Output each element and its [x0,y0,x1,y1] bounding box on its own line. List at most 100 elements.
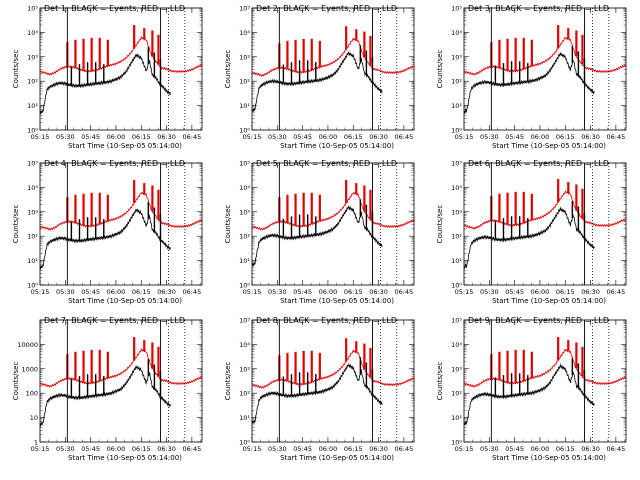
panel-det-6: Det 6: BLACK = Events, RED = LLD 10⁰ 10¹ 10… [436,159,627,305]
x-axis-label: Start Time (10-Sep-05 05:14:00) [280,297,394,305]
events-series-line [464,51,595,115]
x-tick-label: 06:45 [607,133,626,141]
plot-area [464,320,626,442]
x-tick-label: 06:15 [344,133,363,141]
y-axis-label: Counts/sec [12,205,20,244]
panel-det-8: Det 8: BLACK = Events, RED = LLD 10⁰ 10¹ 10… [224,316,415,462]
x-tick-label: 06:00 [107,288,126,296]
panel-title: Det 7: BLACK = Events, RED = LLD [44,316,185,325]
y-tick-label: 10 [30,414,38,422]
x-axis-label: Start Time (10-Sep-05 05:14:00) [68,297,182,305]
y-tick-label: 10² [239,233,250,241]
y-axis-label: Counts/sec [12,50,20,89]
x-tick-label: 06:00 [531,445,550,453]
panel-title: Det 6: BLACK = Events, RED = LLD [468,159,609,168]
x-tick-label: 06:45 [183,133,202,141]
plot-area [40,320,202,442]
plot-frame [39,7,203,131]
x-tick-label: 05:30 [56,133,75,141]
y-tick-label: 10² [451,233,462,241]
x-tick-label: 06:15 [556,288,575,296]
panel-title: Det 5: BLACK = Events, RED = LLD [256,159,397,168]
x-tick-label: 06:30 [369,133,388,141]
y-tick-label: 10¹ [27,257,38,265]
y-tick-label: 10⁵ [451,317,462,325]
y-tick-label: 10⁴ [451,184,462,192]
y-tick-label: 10⁵ [27,5,38,13]
x-tick-label: 06:30 [157,288,176,296]
panel-title: Det 4: BLACK = Events, RED = LLD [44,159,185,168]
y-tick-label: 10³ [27,53,38,61]
x-tick-label: 06:30 [581,288,600,296]
x-tick-label: 06:00 [319,445,338,453]
x-tick-label: 06:15 [132,445,151,453]
events-series-line [40,52,171,115]
x-tick-label: 06:30 [369,288,388,296]
y-tick-label: 10³ [27,208,38,216]
x-tick-label: 06:15 [344,288,363,296]
lld-series-line [464,36,626,76]
x-axis-label: Start Time (10-Sep-05 05:14:00) [492,454,606,462]
panel-title: Det 2: BLACK = Events, RED = LLD [256,4,397,13]
y-tick-label: 10⁰ [27,127,38,135]
x-tick-label: 05:45 [293,445,312,453]
x-tick-label: 05:30 [480,133,499,141]
panel-det-7: Det 7: BLACK = Events, RED = LLD 1 10 100 10… [12,316,203,462]
y-tick-label: 10⁵ [239,160,250,168]
y-tick-label: 100 [26,390,38,398]
panel-det-4: Det 4: BLACK = Events, RED = LLD 10⁰ 10¹ 10… [12,159,203,305]
x-tick-label: 05:30 [268,288,287,296]
lld-series-line [464,349,626,388]
x-tick-label: 05:45 [505,445,524,453]
plot-frame [463,319,627,443]
y-tick-label: 10² [239,78,250,86]
y-tick-label: 10² [451,390,462,398]
y-tick-label: 10¹ [27,102,38,110]
panel-det-3: Det 3: BLACK = Events, RED = LLD 10⁰ 10¹ 10… [436,4,627,150]
x-tick-label: 06:00 [319,288,338,296]
plot-area [252,8,414,130]
x-tick-label: 05:45 [505,288,524,296]
x-axis-label: Start Time (10-Sep-05 05:14:00) [280,142,394,150]
lld-series-line [40,35,202,76]
x-tick-label: 06:45 [183,445,202,453]
y-axis-label: Counts/sec [436,362,444,401]
x-tick-label: 06:15 [132,288,151,296]
y-axis-label: Counts/sec [224,50,232,89]
x-tick-label: 06:00 [107,445,126,453]
panel-title: Det 9: BLACK = Events, RED = LLD [468,316,609,325]
plot-area [40,163,202,285]
plot-frame [251,7,415,131]
x-tick-label: 06:15 [344,445,363,453]
lld-series-line [40,348,202,388]
x-tick-label: 05:15 [243,288,262,296]
x-tick-label: 05:45 [505,133,524,141]
plot-area [252,163,414,285]
y-tick-label: 10² [27,233,38,241]
y-tick-label: 10⁵ [239,317,250,325]
x-axis-label: Start Time (10-Sep-05 05:14:00) [280,454,394,462]
y-tick-label: 10000 [17,341,38,349]
y-tick-label: 10⁰ [451,282,462,290]
x-tick-label: 06:45 [395,133,414,141]
x-tick-label: 05:45 [293,133,312,141]
x-tick-label: 06:30 [581,445,600,453]
y-tick-label: 10⁵ [451,160,462,168]
x-tick-label: 05:15 [455,288,474,296]
lld-series-line [40,191,202,231]
y-tick-label: 10¹ [451,257,462,265]
y-tick-label: 10⁵ [451,5,462,13]
lld-series-line [252,349,414,389]
y-tick-label: 10⁴ [451,29,462,37]
plot-area [464,8,626,130]
plot-frame [39,162,203,286]
y-tick-label: 10³ [239,365,250,373]
y-tick-label: 10⁰ [239,127,250,135]
panel-det-1: Det 1: BLACK = Events, RED = LLD 10⁰ 10¹ 10… [12,4,203,150]
x-tick-label: 05:30 [56,288,75,296]
y-tick-label: 10⁴ [239,184,250,192]
x-tick-label: 06:45 [607,288,626,296]
plot-frame [251,162,415,286]
x-tick-label: 06:00 [531,133,550,141]
